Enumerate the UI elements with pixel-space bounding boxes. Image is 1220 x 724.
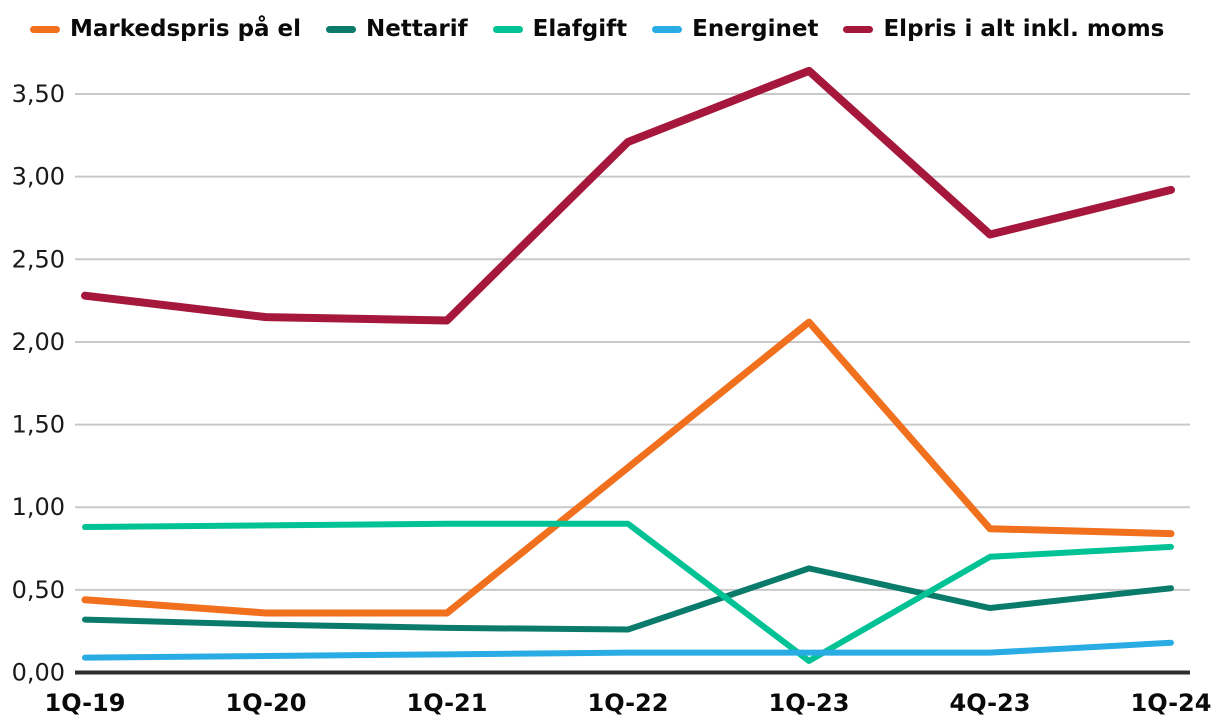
series-line-elafgift xyxy=(82,520,1174,664)
x-tick-label: 1Q-24 xyxy=(1131,689,1212,717)
x-tick-label: 1Q-21 xyxy=(407,689,488,717)
legend-swatch-elpris-i-alt-inkl-moms xyxy=(843,25,874,33)
x-tick-label: 1Q-22 xyxy=(588,689,669,717)
x-tick-label: 4Q-23 xyxy=(950,689,1031,717)
y-tick-label: 3,50 xyxy=(12,80,65,108)
x-tick-label: 1Q-23 xyxy=(769,689,850,717)
y-tick-label: 2,50 xyxy=(12,245,65,273)
legend-item-elpris-i-alt-inkl-moms: Elpris i alt inkl. moms xyxy=(843,16,1164,42)
series-line-markedspris-p-el xyxy=(81,318,1175,617)
y-tick-label: 1,50 xyxy=(12,411,65,439)
legend-label: Nettarif xyxy=(366,16,468,42)
series-line-elpris-i-alt-inkl-moms xyxy=(81,66,1175,325)
legend-label: Elafgift xyxy=(532,16,628,42)
x-tick-label: 1Q-19 xyxy=(45,689,126,717)
series-line-nettarif xyxy=(82,565,1174,633)
legend-label: Energinet xyxy=(692,16,819,42)
y-tick-label: 3,00 xyxy=(12,163,65,191)
legend-swatch-markedspris-p-el xyxy=(30,25,60,33)
chart-legend: Markedspris på el Nettarif Elafgift Energin… xyxy=(30,16,1164,42)
legend-label: Markedspris på el xyxy=(70,16,302,42)
legend-swatch-energinet xyxy=(652,25,683,33)
legend-swatch-nettarif xyxy=(326,25,357,33)
legend-item-nettarif: Nettarif xyxy=(326,16,468,42)
legend-swatch-elafgift xyxy=(492,25,523,33)
y-tick-label: 1,00 xyxy=(12,493,65,521)
x-tick-label: 1Q-20 xyxy=(226,689,307,717)
legend-item-energinet: Energinet xyxy=(652,16,818,42)
y-tick-label: 0,50 xyxy=(12,576,65,604)
legend-label: Elpris i alt inkl. moms xyxy=(883,16,1165,42)
series-line-energinet xyxy=(82,639,1174,661)
y-tick-label: 0,00 xyxy=(12,659,65,687)
legend-item-markedspris-p-el: Markedspris på el xyxy=(30,16,301,42)
y-tick-label: 2,00 xyxy=(12,328,65,356)
legend-item-elafgift: Elafgift xyxy=(492,16,628,42)
